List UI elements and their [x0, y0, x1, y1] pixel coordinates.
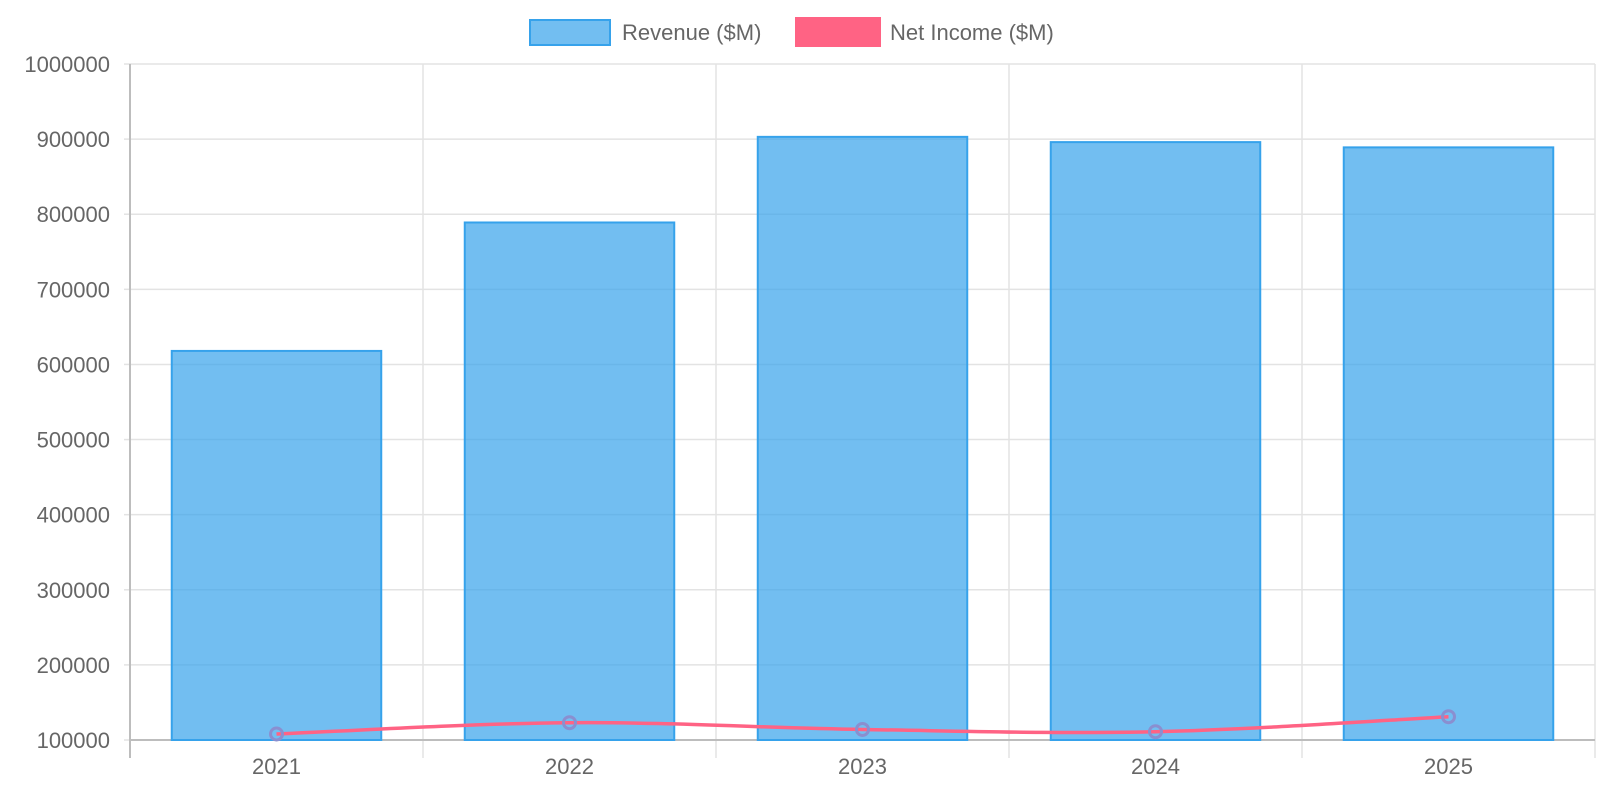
x-tick-label-2021: 2021	[252, 754, 301, 779]
x-tick-label-2022: 2022	[545, 754, 594, 779]
revenue-bars	[170, 135, 1555, 742]
net-income-series-line	[276, 714, 1449, 736]
net-income-point-2021	[269, 726, 284, 742]
legend-label-revenue[interactable]: Revenue ($M)	[622, 20, 761, 45]
revenue-bar-2021	[170, 349, 383, 741]
y-tick-label: 300000	[37, 578, 110, 603]
y-tick-label: 700000	[37, 277, 110, 302]
net-income-point-2025	[1441, 709, 1456, 725]
revenue-bar-2022	[463, 221, 676, 742]
legend-swatch-revenue[interactable]	[529, 19, 611, 46]
y-tick-label: 400000	[37, 503, 110, 528]
legend: Revenue ($M) Net Income ($M)	[529, 17, 1054, 47]
y-tick-label: 100000	[37, 728, 110, 753]
revenue-bar-2024	[1049, 141, 1262, 742]
y-tick-label: 1000000	[24, 52, 110, 77]
x-tick-label-2023: 2023	[838, 754, 887, 779]
revenue-bar-2025	[1342, 146, 1555, 741]
x-tick-label-2025: 2025	[1424, 754, 1473, 779]
x-tick-label-2024: 2024	[1131, 754, 1180, 779]
revenue-bar-2023	[756, 135, 969, 741]
legend-label-net-income[interactable]: Net Income ($M)	[890, 20, 1054, 45]
y-tick-label: 500000	[37, 428, 110, 453]
y-tick-label: 600000	[37, 352, 110, 377]
net-income-point-2023	[855, 721, 870, 737]
net-income-line	[269, 709, 1456, 742]
net-income-point-2022	[562, 715, 577, 731]
x-tick-labels: 2021 2022 2023 2024 2025	[252, 754, 1473, 779]
y-tick-label: 900000	[37, 127, 110, 152]
y-tick-label: 800000	[37, 202, 110, 227]
y-tick-label: 200000	[37, 653, 110, 678]
legend-swatch-net-income[interactable]	[795, 17, 881, 47]
y-tick-labels: 100000 200000 300000 400000 500000 600000 7000…	[24, 52, 110, 753]
net-income-point-2024	[1148, 724, 1163, 740]
